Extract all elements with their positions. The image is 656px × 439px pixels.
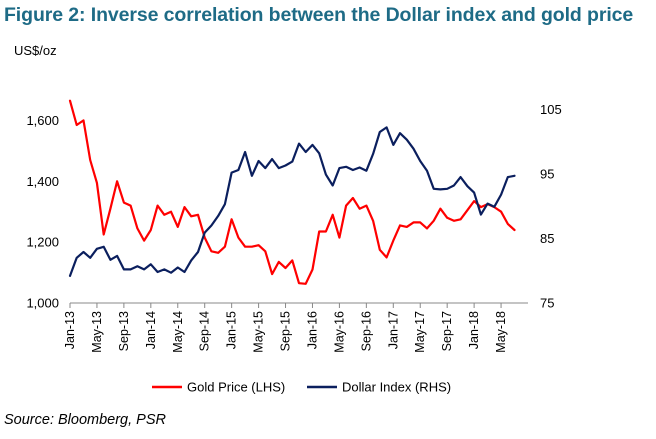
left-axis-tick-label: 1,400 [26, 174, 59, 189]
x-axis-tick-label: Jan-14 [144, 311, 158, 349]
legend-label: Dollar Index (RHS) [342, 380, 451, 395]
right-axis-tick-label: 75 [540, 296, 554, 311]
x-axis-tick-label: Sep-16 [359, 311, 373, 351]
left-axis-tick-label: 1,200 [26, 235, 59, 250]
right-axis-tick-label: 105 [540, 102, 562, 117]
legend: Gold Price (LHS) Dollar Index (RHS) [152, 380, 451, 395]
x-axis-tick-label: Sep-15 [279, 311, 293, 351]
left-axis-unit-label: US$/oz [14, 43, 57, 58]
x-axis-tick-label: May-17 [413, 311, 427, 353]
x-axis-tick-label: Jan-17 [386, 311, 400, 349]
right-axis-tick-label: 95 [540, 166, 554, 181]
x-axis-tick-label: Jan-16 [305, 311, 319, 349]
dollar-index-line [68, 126, 516, 277]
x-axis-tick-label: Jan-18 [467, 311, 481, 349]
chart: US$/oz 1,000 1,200 1,400 1,600 75 85 95 105 Jan-… [14, 43, 562, 395]
figure-title: Figure 2: Inverse correlation between th… [4, 4, 634, 26]
x-axis-tick-label: Jan-15 [225, 311, 239, 349]
right-axis-tick-label: 85 [540, 231, 554, 246]
x-axis-tick-label: May-16 [332, 311, 346, 353]
x-axis-tick-label: May-14 [171, 311, 185, 353]
x-axis-tick-label: May-13 [90, 311, 104, 353]
x-axis-tick-label: Sep-17 [440, 311, 454, 351]
left-axis-tick-label: 1,000 [26, 296, 59, 311]
x-axis-tick-label: May-18 [494, 311, 508, 353]
source-note: Source: Bloomberg, PSR [4, 412, 166, 428]
x-axis-tick-label: May-15 [252, 311, 266, 353]
legend-label: Gold Price (LHS) [187, 380, 285, 395]
left-axis-tick-label: 1,600 [26, 113, 59, 128]
x-axis-tick-label: Sep-14 [198, 311, 212, 351]
axes: 1,000 1,200 1,400 1,600 75 85 95 105 Jan-13 May-1… [26, 102, 561, 353]
gold-price-line [68, 99, 516, 285]
series-layer [68, 99, 516, 285]
x-axis-tick-label: Jan-13 [63, 311, 77, 349]
x-axis-tick-label: Sep-13 [117, 311, 131, 351]
